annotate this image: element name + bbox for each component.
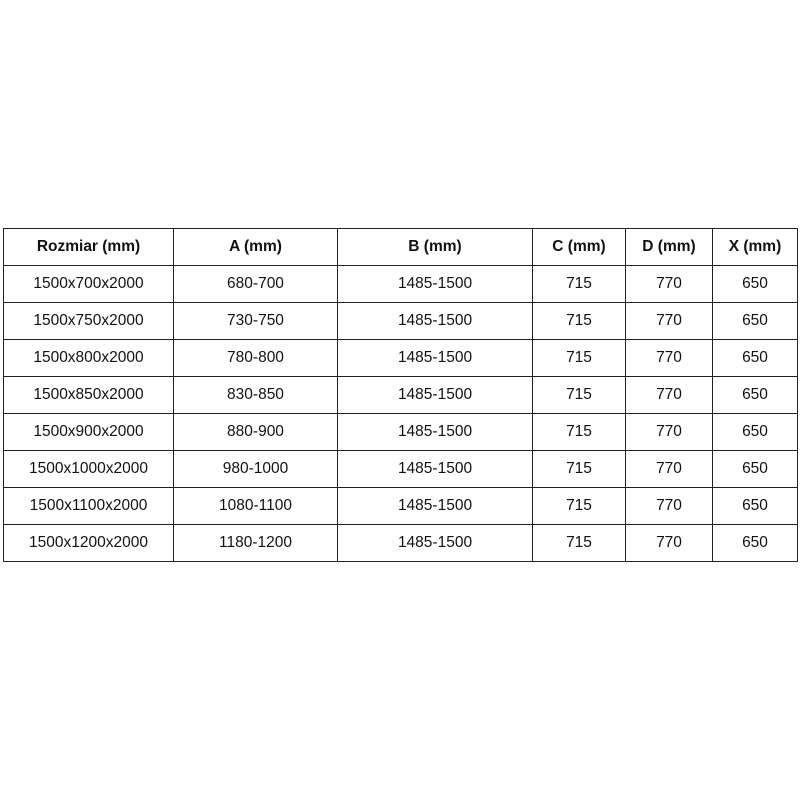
cell-x: 650: [712, 524, 798, 562]
cell-b: 1485-1500: [337, 487, 533, 525]
cell-b: 1485-1500: [337, 302, 533, 340]
cell-size: 1500x1100x2000: [3, 487, 174, 525]
cell-x: 650: [712, 339, 798, 377]
cell-c: 715: [532, 524, 626, 562]
cell-x: 650: [712, 265, 798, 303]
table-row: 1500x800x2000 780-800 1485-1500 715 770 650: [3, 339, 798, 377]
cell-d: 770: [625, 487, 713, 525]
cell-size: 1500x800x2000: [3, 339, 174, 377]
cell-c: 715: [532, 376, 626, 414]
cell-d: 770: [625, 413, 713, 451]
cell-a: 780-800: [173, 339, 338, 377]
cell-d: 770: [625, 339, 713, 377]
table-row: 1500x1200x2000 1180-1200 1485-1500 715 770 65…: [3, 524, 798, 562]
cell-size: 1500x700x2000: [3, 265, 174, 303]
cell-c: 715: [532, 302, 626, 340]
header-row: Rozmiar (mm) A (mm) B (mm) C (mm) D (mm)…: [3, 228, 798, 266]
table-row: 1500x900x2000 880-900 1485-1500 715 770 650: [3, 413, 798, 451]
table-row: 1500x750x2000 730-750 1485-1500 715 770 650: [3, 302, 798, 340]
header-d: D (mm): [625, 228, 713, 266]
table-row: 1500x1000x2000 980-1000 1485-1500 715 770 650: [3, 450, 798, 488]
table-row: 1500x700x2000 680-700 1485-1500 715 770 650: [3, 265, 798, 303]
cell-c: 715: [532, 487, 626, 525]
cell-x: 650: [712, 487, 798, 525]
cell-b: 1485-1500: [337, 524, 533, 562]
cell-b: 1485-1500: [337, 265, 533, 303]
header-b: B (mm): [337, 228, 533, 266]
header-size: Rozmiar (mm): [3, 228, 174, 266]
cell-d: 770: [625, 265, 713, 303]
header-x: X (mm): [712, 228, 798, 266]
cell-b: 1485-1500: [337, 450, 533, 488]
cell-size: 1500x900x2000: [3, 413, 174, 451]
cell-a: 980-1000: [173, 450, 338, 488]
cell-c: 715: [532, 265, 626, 303]
cell-a: 880-900: [173, 413, 338, 451]
cell-x: 650: [712, 376, 798, 414]
cell-size: 1500x750x2000: [3, 302, 174, 340]
cell-d: 770: [625, 450, 713, 488]
table-row: 1500x850x2000 830-850 1485-1500 715 770 650: [3, 376, 798, 414]
cell-a: 1080-1100: [173, 487, 338, 525]
header-a: A (mm): [173, 228, 338, 266]
cell-size: 1500x850x2000: [3, 376, 174, 414]
dimensions-table: Rozmiar (mm) A (mm) B (mm) C (mm) D (mm)…: [3, 228, 798, 562]
cell-c: 715: [532, 450, 626, 488]
table-row: 1500x1100x2000 1080-1100 1485-1500 715 770 65…: [3, 487, 798, 525]
cell-b: 1485-1500: [337, 376, 533, 414]
cell-d: 770: [625, 376, 713, 414]
header-c: C (mm): [532, 228, 626, 266]
cell-d: 770: [625, 302, 713, 340]
cell-x: 650: [712, 450, 798, 488]
cell-a: 1180-1200: [173, 524, 338, 562]
cell-x: 650: [712, 413, 798, 451]
cell-d: 770: [625, 524, 713, 562]
cell-c: 715: [532, 413, 626, 451]
cell-a: 730-750: [173, 302, 338, 340]
cell-b: 1485-1500: [337, 413, 533, 451]
cell-x: 650: [712, 302, 798, 340]
cell-b: 1485-1500: [337, 339, 533, 377]
cell-size: 1500x1200x2000: [3, 524, 174, 562]
cell-size: 1500x1000x2000: [3, 450, 174, 488]
cell-a: 680-700: [173, 265, 338, 303]
cell-a: 830-850: [173, 376, 338, 414]
cell-c: 715: [532, 339, 626, 377]
